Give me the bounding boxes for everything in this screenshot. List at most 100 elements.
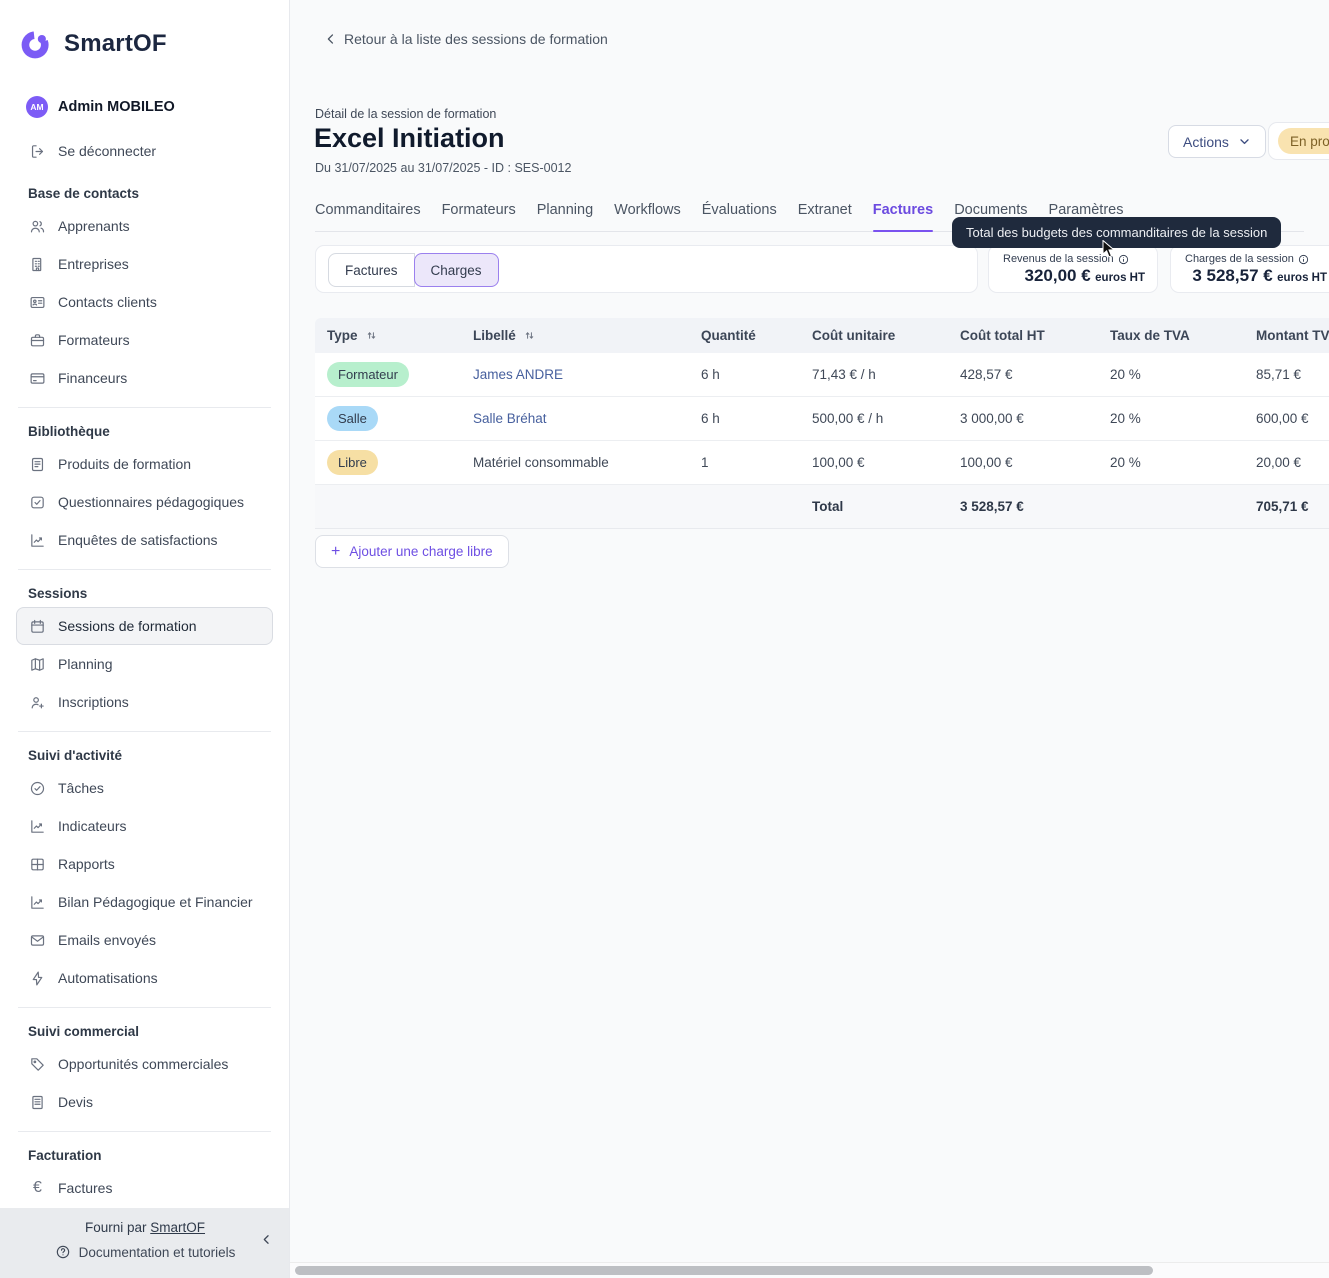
tab-parametres[interactable]: Paramètres	[1048, 202, 1124, 218]
tab-workflows[interactable]: Workflows	[614, 202, 681, 218]
charges-label: Charges de la session	[1185, 253, 1294, 265]
sidebar-footer: Fourni par SmartOF Documentation et tuto…	[0, 1208, 289, 1278]
check-circle-icon	[29, 780, 46, 797]
sidebar-item-indicateurs[interactable]: Indicateurs	[16, 807, 273, 845]
sidebar-item-enquetes-de-satisfactions[interactable]: Enquêtes de satisfactions	[16, 521, 273, 559]
back-link[interactable]: Retour à la liste des sessions de format…	[324, 31, 608, 47]
chart-line-icon	[29, 532, 46, 549]
sidebar-item-label: Bilan Pédagogique et Financier	[58, 894, 253, 910]
tab-planning[interactable]: Planning	[536, 202, 594, 218]
table-row-libre: Libre Matériel consommable 1 100,00 € 10…	[315, 441, 1329, 485]
sidebar-item-factures[interactable]: € Factures	[16, 1169, 273, 1207]
sidebar-item-rapports[interactable]: Rapports	[16, 845, 273, 883]
section-title-bibliotheque: Bibliothèque	[28, 424, 110, 439]
sidebar-item-emails-envoyes[interactable]: Emails envoyés	[16, 921, 273, 959]
col-type-label: Type	[327, 328, 358, 343]
sidebar-item-produits-de-formation[interactable]: Produits de formation	[16, 445, 273, 483]
tab-extranet[interactable]: Extranet	[797, 202, 852, 218]
logout-label: Se déconnecter	[58, 143, 157, 159]
sidebar-item-label: Factures	[58, 1180, 113, 1196]
sidebar: SmartOF AM Admin MOBILEO Se déconnecter …	[0, 0, 290, 1278]
sidebar-item-questionnaires-pedagogiques[interactable]: Questionnaires pédagogiques	[16, 483, 273, 521]
taux-tva-value: 20 %	[1110, 367, 1141, 382]
tab-commanditaires[interactable]: Commanditaires	[315, 202, 421, 218]
chart-line-icon	[29, 894, 46, 911]
subtab-charges[interactable]: Charges	[413, 253, 499, 287]
col-libelle[interactable]: Libellé	[473, 328, 701, 343]
col-type[interactable]: Type	[327, 328, 473, 343]
sidebar-item-label: Financeurs	[58, 370, 128, 386]
sidebar-item-financeurs[interactable]: Financeurs	[16, 359, 273, 397]
documentation-link[interactable]: Documentation et tutoriels	[0, 1244, 289, 1260]
sidebar-item-contacts-clients[interactable]: Contacts clients	[16, 283, 273, 321]
document-lines-icon	[29, 1094, 46, 1111]
logout-icon	[29, 143, 46, 160]
total-montant-tva: 705,71 €	[1256, 499, 1309, 514]
chevron-down-icon	[1238, 135, 1251, 148]
lightning-icon	[29, 970, 46, 987]
sidebar-item-inscriptions[interactable]: Inscriptions	[16, 683, 273, 721]
libelle-text: Matériel consommable	[473, 455, 609, 470]
table-row-salle: Salle Salle Bréhat 6 h 500,00 € / h 3 00…	[315, 397, 1329, 441]
col-cout-total-ht: Coût total HT	[960, 328, 1045, 343]
charges-unit: euros HT	[1277, 272, 1327, 284]
divider	[18, 1007, 271, 1008]
credit-card-icon	[29, 370, 46, 387]
sidebar-item-apprenants[interactable]: Apprenants	[16, 207, 273, 245]
section-title-suivi-commercial: Suivi commercial	[28, 1024, 140, 1039]
subtab-factures[interactable]: Factures	[328, 253, 415, 287]
sort-icon[interactable]	[365, 329, 378, 342]
calendar-icon	[29, 618, 46, 635]
smartof-logo-icon	[18, 26, 54, 62]
actions-button[interactable]: Actions	[1168, 125, 1266, 158]
sidebar-item-entreprises[interactable]: Entreprises	[16, 245, 273, 283]
checkbox-icon	[29, 494, 46, 511]
sidebar-item-automatisations[interactable]: Automatisations	[16, 959, 273, 997]
revenus-unit: euros HT	[1095, 272, 1145, 284]
col-quantite: Quantité	[701, 328, 756, 343]
cout-total-ht-value: 428,57 €	[960, 367, 1013, 382]
taux-tva-value: 20 %	[1110, 411, 1141, 426]
sidebar-item-taches[interactable]: Tâches	[16, 769, 273, 807]
charges-session-card: Charges de la session 3 528,57 € euros H…	[1170, 245, 1329, 293]
avatar: AM	[26, 96, 48, 118]
divider	[18, 1131, 271, 1132]
sidebar-item-label: Automatisations	[58, 970, 158, 986]
status-badge: En projet	[1278, 128, 1329, 154]
libelle-link[interactable]: Salle Bréhat	[473, 411, 547, 426]
quantite-value: 6 h	[701, 367, 720, 382]
sidebar-item-label: Questionnaires pédagogiques	[58, 494, 245, 510]
horizontal-scrollbar-thumb[interactable]	[295, 1266, 1153, 1275]
cout-total-ht-value: 100,00 €	[960, 455, 1013, 470]
tab-evaluations[interactable]: Évaluations	[701, 202, 777, 218]
section-title-base-contacts: Base de contacts	[28, 186, 140, 201]
tab-documents[interactable]: Documents	[954, 202, 1028, 218]
provided-by: Fourni par SmartOF	[0, 1220, 289, 1235]
sort-icon[interactable]	[523, 329, 536, 342]
logout-button[interactable]: Se déconnecter	[16, 132, 273, 170]
documentation-label: Documentation et tutoriels	[78, 1244, 236, 1260]
section-title-sessions: Sessions	[28, 586, 88, 601]
chart-line-icon	[29, 818, 46, 835]
user-name: Admin MOBILEO	[58, 99, 175, 115]
collapse-sidebar-icon[interactable]	[259, 1232, 274, 1247]
sidebar-item-sessions-de-formation[interactable]: Sessions de formation	[16, 607, 273, 645]
quantite-value: 6 h	[701, 411, 720, 426]
taux-tva-value: 20 %	[1110, 455, 1141, 470]
add-charge-button[interactable]: + Ajouter une charge libre	[315, 535, 509, 568]
sidebar-item-bilan-pedagogique-financier[interactable]: Bilan Pédagogique et Financier	[16, 883, 273, 921]
tab-factures[interactable]: Factures	[872, 202, 934, 232]
sidebar-item-devis[interactable]: Devis	[16, 1083, 273, 1121]
sidebar-item-label: Produits de formation	[58, 456, 192, 472]
libelle-link[interactable]: James ANDRE	[473, 367, 564, 382]
info-icon[interactable]	[1298, 254, 1309, 265]
sidebar-item-planning[interactable]: Planning	[16, 645, 273, 683]
sidebar-item-formateurs[interactable]: Formateurs	[16, 321, 273, 359]
section-title-facturation: Facturation	[28, 1148, 102, 1163]
smartof-link[interactable]: SmartOF	[150, 1220, 206, 1235]
revenus-session-card: Revenus de la session 320,00 € euros HT	[988, 245, 1158, 293]
info-icon[interactable]	[1118, 254, 1129, 265]
sidebar-item-opportunites-commerciales[interactable]: Opportunités commerciales	[16, 1045, 273, 1083]
col-taux-tva: Taux de TVA	[1110, 328, 1190, 343]
tab-formateurs[interactable]: Formateurs	[441, 202, 516, 218]
